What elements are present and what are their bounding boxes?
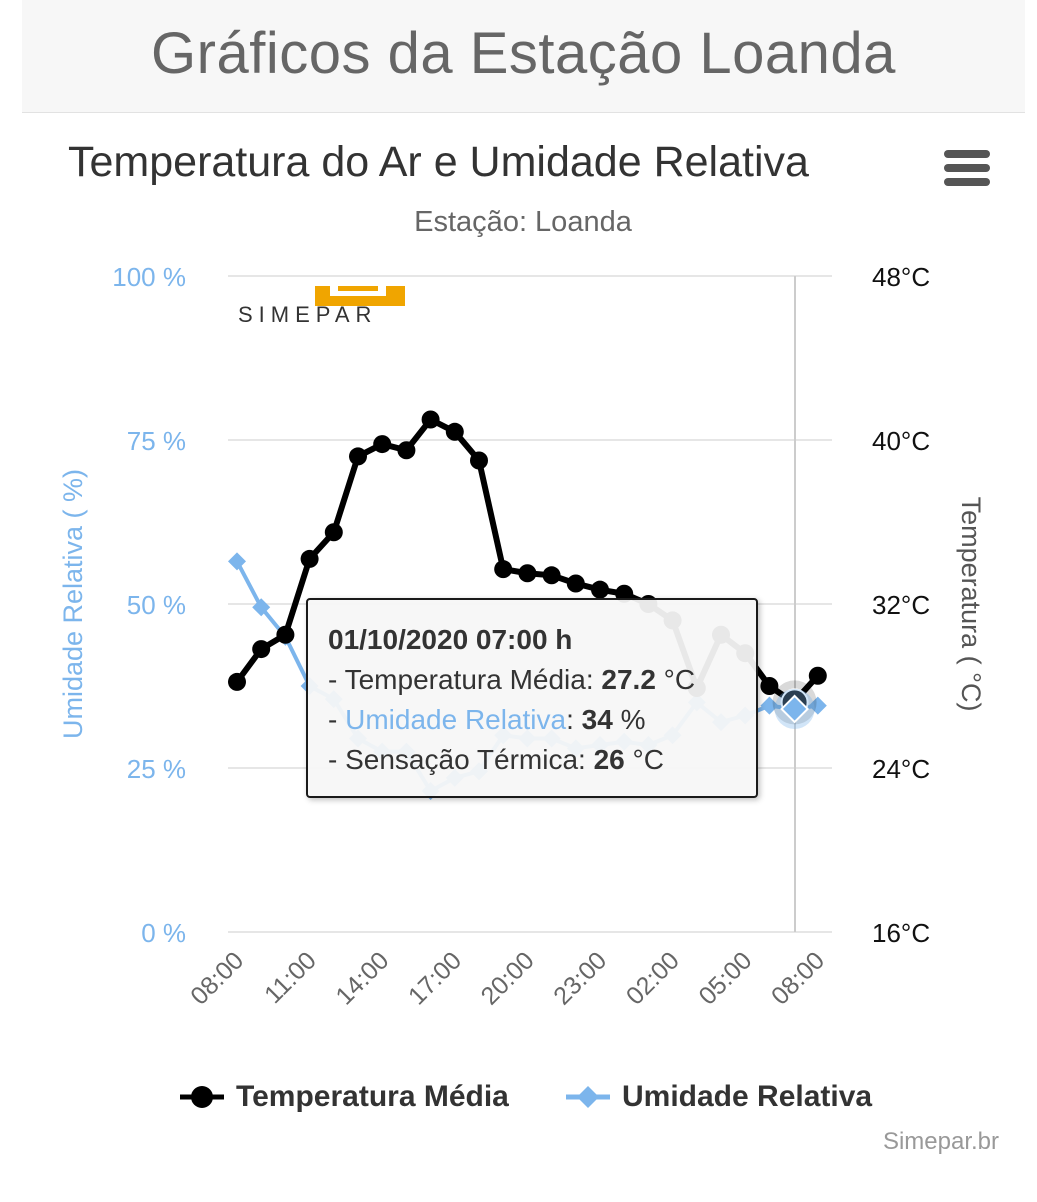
legend-temperature-label: Temperatura Média (236, 1080, 509, 1113)
temperature-point (397, 441, 416, 460)
tooltip-humidity: - Umidade Relativa: 34 % (328, 704, 646, 735)
x-tick-label: 08:00 (766, 946, 830, 1010)
hamburger-menu-icon[interactable] (940, 150, 996, 194)
temperature-point (276, 625, 295, 644)
humidity-hover-point (780, 694, 810, 724)
temperature-point (373, 435, 392, 454)
y-right-tick-label: 16°C (872, 918, 930, 948)
y-left-axis-title: Umidade Relativa ( %) (58, 469, 88, 739)
humidity-point (760, 696, 779, 715)
chart-title: Temperatura do Ar e Umidade Relativa (68, 138, 809, 186)
x-tick-label: 05:00 (693, 946, 757, 1010)
legend-humidity-symbol (566, 1086, 610, 1108)
simepar-logo: SIMEPAR (238, 286, 405, 327)
tooltip-temperature: - Temperatura Média: 27.2 °C (328, 664, 696, 695)
tooltip-date: 01/10/2020 07:00 h (328, 624, 573, 655)
humidity-point (252, 598, 271, 617)
x-tick-label: 11:00 (259, 946, 322, 1009)
temperature-point (421, 410, 440, 429)
humidity-point (808, 696, 827, 715)
page-title: Gráficos da Estação Loanda (151, 21, 896, 86)
y-right-axis-title: Temperatura ( °C) (956, 497, 986, 712)
legend-item-humidity[interactable]: Umidade Relativa (564, 1072, 872, 1122)
chart-subtitle: Estação: Loanda (414, 206, 632, 238)
tooltip-feels-like: - Sensação Térmica: 26 °C (328, 744, 664, 775)
temperature-point (566, 574, 585, 593)
x-tick-label: 23:00 (548, 946, 612, 1010)
temperature-point (324, 523, 343, 542)
temperature-point (228, 672, 246, 691)
y-left-tick-label: 25 % (127, 754, 186, 784)
credits-link[interactable]: Simepar.br (882, 1128, 999, 1155)
y-right-tick-label: 48°C (872, 262, 930, 292)
y-left-tick-label: 100 % (112, 262, 186, 292)
page-header: Gráficos da Estação Loanda (22, 0, 1025, 113)
humidity-point (228, 552, 246, 571)
legend-temperature-symbol (180, 1086, 224, 1108)
temperature-point (760, 677, 779, 695)
x-tick-label: 17:00 (403, 946, 467, 1010)
y-left-tick-label: 75 % (127, 426, 186, 456)
temperature-point (445, 422, 464, 441)
temperature-point (300, 549, 319, 568)
x-tick-label: 14:00 (330, 946, 394, 1010)
temperature-point (808, 666, 827, 685)
x-tick-label: 08:00 (185, 946, 249, 1010)
x-tick-label: 02:00 (621, 946, 685, 1010)
legend-item-temperature[interactable]: Temperatura Média (178, 1072, 509, 1122)
temperature-point (252, 640, 271, 659)
temperature-point (494, 560, 513, 579)
y-left-tick-label: 0 % (141, 918, 186, 948)
legend-humidity-label: Umidade Relativa (622, 1080, 873, 1113)
y-right-tick-label: 32°C (872, 590, 930, 620)
y-right-tick-label: 40°C (872, 426, 930, 456)
temperature-point (542, 566, 561, 585)
y-right-tick-label: 24°C (872, 754, 930, 784)
y-left-tick-label: 50 % (127, 590, 186, 620)
x-tick-label: 20:00 (476, 946, 540, 1010)
temperature-point (349, 447, 367, 466)
chart-tooltip: 01/10/2020 07:00 h - Temperatura Média: … (306, 598, 758, 798)
temperature-point (518, 564, 537, 583)
logo-text: SIMEPAR (238, 302, 377, 327)
temperature-point (591, 580, 609, 599)
temperature-point (470, 451, 488, 470)
